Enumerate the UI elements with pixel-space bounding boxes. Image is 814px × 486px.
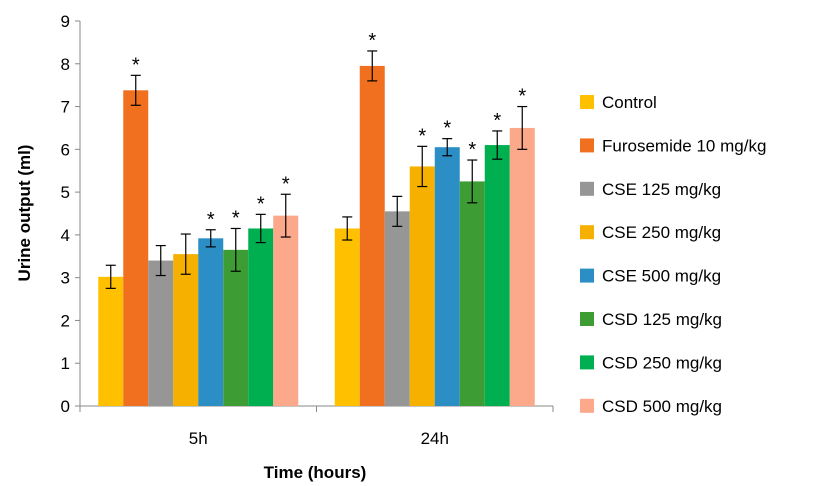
bar [123,90,149,407]
x-axis: 5h 24h [79,405,554,448]
legend-label: Control [602,93,657,112]
legend-label: CSE 125 mg/kg [602,180,721,199]
bar [409,166,435,406]
bar [173,254,199,406]
bar [359,65,385,407]
significance-marker: * [468,139,476,161]
bar [459,181,485,406]
significance-marker: * [368,30,376,52]
legend-swatch [580,225,594,240]
legend-label: CSD 250 mg/kg [602,353,722,372]
significance-marker: * [443,118,451,140]
bar [223,249,249,406]
legend-label: CSD 500 mg/kg [602,397,722,416]
y-tick-label: 4 [61,226,70,245]
significance-marker: * [132,54,140,76]
significance-marker: * [282,173,290,195]
significance-marker: * [518,86,526,108]
bar [384,211,410,406]
y-tick-label: 8 [61,55,70,74]
y-tick-label: 2 [61,311,70,330]
legend-swatch [580,138,594,153]
y-tick-label: 3 [61,269,70,288]
y-tick-label: 6 [61,140,70,159]
y-tick-label: 9 [61,12,70,31]
legend-swatch [580,355,594,370]
significance-marker: * [207,209,215,231]
legend: Control Furosemide 10 mg/kg CSE 125 mg/kg C… [580,93,766,416]
y-tick-label: 7 [61,98,70,117]
legend-swatch [580,398,594,413]
y-tick-label: 5 [61,183,70,202]
y-axis: 0 1 2 3 4 5 6 7 8 9 [61,12,81,416]
x-axis-title: Time (hours) [264,463,367,482]
legend-label: CSE 250 mg/kg [602,223,721,242]
bar [98,276,124,406]
bar [198,238,224,406]
legend-label: Furosemide 10 mg/kg [602,136,766,155]
y-axis-title: Urine output (ml) [15,145,34,282]
significance-marker: * [493,110,501,132]
bar [334,228,360,406]
significance-marker: * [257,193,265,215]
bar [434,147,460,406]
bar [273,215,299,406]
y-tick-label: 0 [61,397,70,416]
x-tick-label: 24h [421,429,449,448]
bars-group: * * * * * * * * * * * [98,30,535,407]
legend-label: CSD 125 mg/kg [602,310,722,329]
bar [148,260,174,406]
legend-swatch [580,95,594,109]
bar [248,228,274,406]
significance-marker: * [232,207,240,229]
x-tick-label: 5h [189,429,208,448]
bar [484,145,510,407]
legend-label: CSE 500 mg/kg [602,267,721,286]
legend-swatch [580,268,594,283]
legend-swatch [580,181,594,196]
significance-marker: * [418,125,426,147]
legend-swatch [580,312,594,326]
bar [509,127,535,406]
y-tick-label: 1 [61,354,70,373]
